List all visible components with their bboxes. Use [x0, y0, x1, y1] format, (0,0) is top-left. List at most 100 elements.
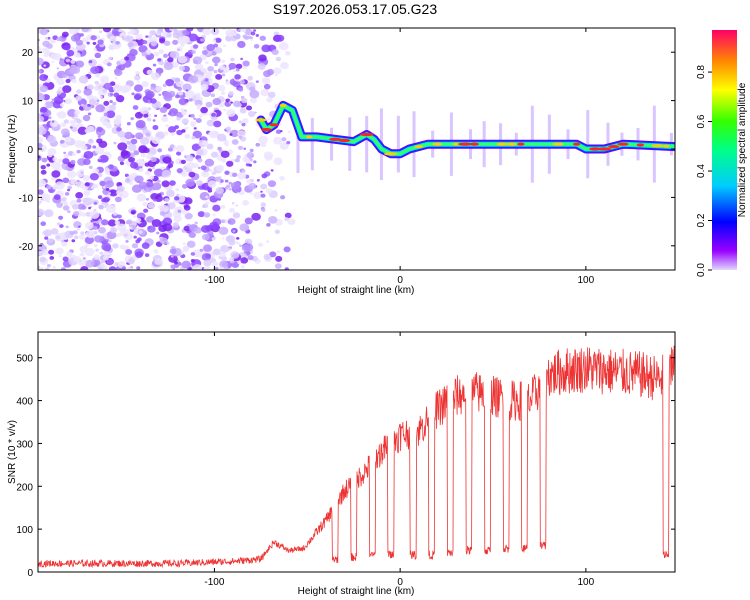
noise-blob	[182, 242, 186, 245]
noise-blob	[158, 60, 164, 66]
noise-blob	[235, 204, 239, 207]
noise-blob	[114, 69, 123, 77]
noise-blob	[199, 137, 202, 140]
bottom-y-tick-label: 0	[27, 568, 33, 579]
noise-blob	[278, 42, 289, 51]
colorbar-label: Normalized spectral amplitude	[737, 82, 748, 217]
noise-blob	[240, 97, 248, 104]
noise-blob	[224, 68, 230, 73]
noise-blob	[164, 205, 168, 208]
noise-blob	[60, 267, 66, 270]
noise-blob	[94, 52, 102, 59]
noise-blob	[158, 93, 162, 96]
noise-blob	[87, 103, 91, 107]
noise-blob	[98, 157, 102, 160]
noise-blob	[89, 172, 99, 181]
noise-blob	[93, 254, 100, 260]
noise-blob	[184, 133, 191, 139]
noise-blob	[192, 56, 203, 65]
noise-blob	[147, 147, 157, 156]
noise-blob	[76, 89, 82, 94]
noise-blob	[267, 180, 277, 188]
noise-blob	[75, 95, 82, 102]
noise-blob	[267, 91, 276, 99]
noise-blob	[88, 71, 92, 75]
noise-blob	[80, 265, 89, 270]
noise-blob	[156, 179, 161, 183]
signal-peak	[384, 152, 398, 156]
noise-blob	[78, 75, 89, 84]
noise-blob	[226, 160, 234, 167]
noise-blob	[44, 37, 49, 40]
noise-blob	[108, 104, 116, 112]
noise-blob	[232, 212, 241, 219]
signal-peak	[573, 142, 581, 146]
noise-blob	[172, 29, 183, 38]
bottom-x-tick-label: 0	[397, 577, 403, 588]
noise-blob	[38, 155, 41, 159]
top-y-tick-label: 10	[22, 97, 34, 108]
noise-blob	[56, 36, 62, 42]
noise-blob	[191, 143, 202, 152]
noise-blob	[109, 189, 118, 197]
noise-blob	[165, 124, 169, 128]
noise-blob	[228, 247, 232, 251]
noise-blob	[112, 243, 119, 249]
noise-blob	[80, 231, 85, 235]
noise-blob	[253, 191, 263, 199]
noise-blob	[242, 199, 250, 206]
noise-blob	[92, 259, 101, 266]
noise-blob	[213, 120, 222, 128]
noise-blob	[82, 174, 91, 182]
noise-blob	[236, 236, 240, 240]
chart-title: S197.2026.053.17.05.G23	[273, 1, 437, 17]
noise-blob	[94, 72, 101, 78]
noise-blob	[43, 198, 48, 202]
noise-blob	[287, 218, 296, 225]
noise-blob	[197, 158, 203, 163]
noise-blob	[107, 219, 117, 227]
noise-blob	[151, 219, 162, 227]
noise-blob	[144, 253, 150, 257]
noise-blob	[269, 251, 277, 258]
noise-blob	[226, 109, 236, 117]
noise-blob	[93, 208, 97, 212]
noise-blob	[266, 223, 271, 227]
noise-blob	[178, 262, 182, 266]
noise-blob	[134, 111, 144, 119]
noise-blob	[65, 251, 73, 257]
noise-blob	[90, 66, 100, 75]
noise-blob	[59, 80, 65, 85]
noise-blob	[228, 256, 235, 262]
noise-blob	[172, 222, 180, 228]
noise-blob	[225, 184, 231, 189]
noise-blob	[88, 165, 93, 169]
signal-peak	[414, 144, 424, 149]
noise-blob	[224, 170, 230, 175]
noise-blob	[61, 31, 69, 38]
noise-blob	[239, 223, 250, 232]
noise-blob	[147, 202, 155, 209]
signal-peak	[496, 142, 509, 146]
noise-blob	[210, 93, 216, 98]
noise-blob	[185, 89, 189, 92]
noise-blob	[150, 156, 157, 163]
noise-blob	[167, 57, 174, 63]
noise-blob	[145, 197, 149, 201]
noise-blob	[99, 115, 110, 124]
noise-blob	[78, 234, 86, 240]
noise-blob	[73, 210, 80, 217]
noise-blob	[204, 201, 210, 205]
noise-blob	[48, 189, 54, 193]
noise-blob	[135, 120, 146, 129]
noise-blob	[224, 179, 229, 183]
noise-blob	[162, 156, 172, 164]
noise-blob	[229, 68, 232, 71]
noise-blob	[38, 69, 41, 73]
noise-blob	[225, 29, 235, 37]
noise-blob	[153, 51, 160, 57]
noise-blob	[200, 165, 207, 171]
noise-blob	[117, 185, 125, 192]
noise-blob	[139, 106, 149, 115]
noise-blob	[150, 98, 157, 104]
